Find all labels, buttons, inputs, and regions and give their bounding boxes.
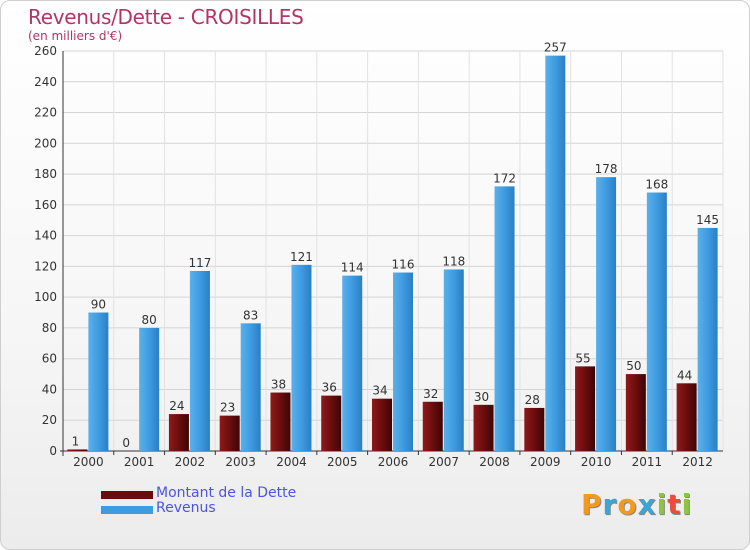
x-tick-label: 2003: [225, 455, 256, 469]
data-label-revenus-2006: 116: [392, 258, 415, 272]
bar-dette-2002: [168, 414, 189, 451]
legend-swatch-dette: [101, 491, 153, 499]
x-tick-label: 2001: [124, 455, 155, 469]
chart-subtitle: (en milliers d'€): [28, 29, 123, 43]
y-tick-label: 60: [42, 352, 57, 366]
y-tick-label: 180: [34, 167, 57, 181]
y-tick-label: 120: [34, 259, 57, 273]
data-label-revenus-2000: 90: [91, 298, 106, 312]
bar-dette-2006: [372, 398, 392, 451]
bar-revenus-2006: [393, 272, 413, 451]
data-label-dette-2005: 36: [322, 381, 337, 395]
data-label-revenus-2002: 117: [188, 256, 211, 270]
bar-dette-2005: [321, 395, 342, 451]
x-tick-label: 2002: [175, 455, 206, 469]
y-tick-label: 140: [34, 229, 57, 243]
bar-dette-2003: [219, 415, 240, 451]
y-tick-label: 220: [34, 106, 57, 120]
x-tick-label: 2010: [581, 455, 612, 469]
data-label-revenus-2003: 83: [243, 308, 258, 322]
data-label-revenus-2007: 118: [442, 254, 465, 268]
x-tick-label: 2004: [276, 455, 307, 469]
bar-dette-2000: [67, 449, 88, 451]
bar-revenus-2000: [88, 312, 109, 451]
y-tick-label: 260: [34, 44, 57, 58]
bar-revenus-2002: [189, 271, 210, 451]
data-label-dette-2010: 55: [575, 351, 590, 365]
data-label-revenus-2005: 114: [341, 261, 364, 275]
y-tick-label: 100: [34, 290, 57, 304]
bar-dette-2010: [575, 366, 596, 451]
proxiti-logo-letter: x: [637, 488, 657, 521]
bars: [67, 55, 718, 452]
bar-dette-2011: [625, 374, 646, 451]
bar-revenus-2007: [443, 269, 464, 451]
data-labels: 1 90 0 80 24 117 23 83 38 121 36 114 34 116 32 118 30 172…: [72, 41, 720, 450]
x-tick-label: 2012: [682, 455, 713, 469]
bar-revenus-2004: [291, 264, 312, 451]
data-label-revenus-2009: 257: [544, 41, 567, 55]
x-tick-label: 2008: [479, 455, 510, 469]
bar-revenus-2003: [240, 323, 261, 451]
bar-revenus-2012: [697, 227, 718, 451]
data-label-dette-2000: 1: [72, 434, 80, 448]
data-label-dette-2004: 38: [271, 378, 286, 392]
x-tick-label: 2006: [378, 455, 409, 469]
y-tick-label: 80: [42, 321, 57, 335]
proxiti-logo-letter: t: [667, 488, 682, 521]
data-label-dette-2012: 44: [677, 368, 692, 382]
proxiti-logo-letter: i: [681, 488, 693, 521]
data-label-dette-2008: 30: [474, 390, 489, 404]
proxiti-logo-letter: i: [656, 488, 668, 521]
proxiti-logo-letter: r: [602, 488, 618, 521]
data-label-dette-2003: 23: [220, 401, 235, 415]
bar-dette-2012: [676, 383, 697, 451]
data-label-revenus-2010: 178: [595, 162, 618, 176]
x-tick-label: 2000: [73, 455, 104, 469]
y-tick-label: 240: [34, 75, 57, 89]
data-label-revenus-2012: 145: [696, 213, 719, 227]
y-tick-label: 200: [34, 136, 57, 150]
data-label-revenus-2001: 80: [142, 313, 157, 327]
bar-revenus-2005: [342, 275, 363, 451]
proxiti-logo-letter: o: [617, 488, 638, 521]
data-label-revenus-2004: 121: [290, 250, 313, 264]
bar-dette-2009: [524, 407, 545, 451]
x-tick-label: 2011: [632, 455, 663, 469]
data-label-revenus-2011: 168: [645, 178, 668, 192]
bar-revenus-2009: [545, 55, 566, 451]
data-label-dette-2002: 24: [169, 399, 184, 413]
data-label-dette-2011: 50: [626, 359, 641, 373]
legend-label-revenus: Revenus: [156, 500, 216, 516]
legend-swatch-revenus: [101, 506, 153, 514]
bar-dette-2004: [270, 392, 291, 451]
legend-label-dette: Montant de la Dette: [156, 485, 297, 501]
data-label-dette-2006: 34: [372, 384, 387, 398]
data-label-revenus-2008: 172: [493, 171, 516, 185]
bar-dette-2007: [422, 401, 443, 451]
x-tick-label: 2007: [428, 455, 459, 469]
bar-revenus-2011: [646, 192, 667, 452]
y-tick-label: 160: [34, 198, 57, 212]
data-label-dette-2007: 32: [423, 387, 438, 401]
y-tick-label: 20: [42, 413, 57, 427]
y-tick-label: 40: [42, 382, 57, 396]
data-label-dette-2001: 0: [122, 436, 130, 450]
bar-revenus-2010: [596, 177, 617, 451]
chart-title: Revenus/Dette - CROISILLES: [28, 5, 304, 29]
x-tick-label: 2005: [327, 455, 358, 469]
bar-revenus-2001: [139, 327, 160, 451]
x-tick-label: 2009: [530, 455, 561, 469]
proxiti-logo: Proxiti: [581, 488, 692, 521]
data-label-dette-2009: 28: [525, 393, 540, 407]
y-tick-label: 0: [49, 444, 57, 458]
bar-revenus-2008: [494, 186, 515, 451]
proxiti-logo-letter: P: [581, 488, 603, 521]
bar-dette-2008: [473, 404, 494, 451]
